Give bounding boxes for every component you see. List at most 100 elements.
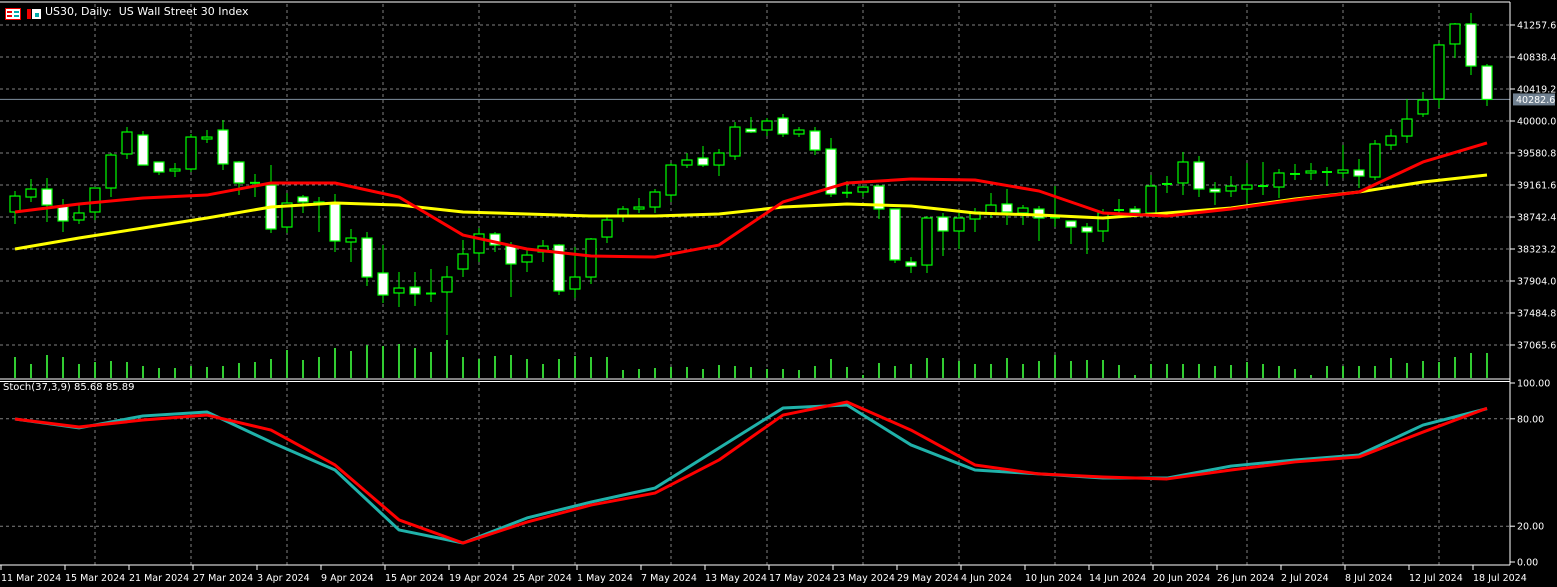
chart-title: US30, Daily: US Wall Street 30 Index [45,5,249,18]
current-price-label: 40282.6 [1516,95,1555,106]
date-tick-label: 17 May 2024 [769,573,831,584]
candle-bearish [57,205,69,222]
date-tick-label: 9 Apr 2024 [321,573,374,584]
candle-bearish [1129,208,1141,214]
date-tick-label: 3 Apr 2024 [257,573,310,584]
stochastic-tick-label: 100.00 [1517,379,1550,390]
candle-bullish [921,217,933,266]
candle-bullish [185,136,197,170]
candle-bullish [681,159,693,166]
candle-bearish [1353,169,1365,177]
candle-bullish [1385,135,1397,146]
candle-bullish [473,233,485,254]
candle-bearish [777,117,789,135]
candle-bearish [1001,203,1013,213]
price-tick-label: 37904.0 [1517,277,1556,288]
candle-bullish [521,254,533,263]
candle-bullish [1305,170,1317,174]
date-tick-label: 15 Mar 2024 [65,573,125,584]
candle-bullish [9,195,21,213]
save-template-icon[interactable] [26,5,42,19]
date-tick-label: 26 Jun 2024 [1217,573,1274,584]
candle-bullish [441,276,453,293]
candle-bullish [665,164,677,196]
candle-bullish [73,212,85,221]
candle-bullish [25,188,37,198]
candle-bullish [345,237,357,243]
date-tick-label: 14 Jun 2024 [1089,573,1146,584]
candle-bearish [553,244,565,292]
price-tick-label: 37484.8 [1517,309,1556,320]
candle-bullish [857,186,869,193]
candle-bullish [601,219,613,238]
candle-bullish [585,238,597,278]
candle-bullish [169,168,181,172]
candle-bullish [1417,99,1429,115]
price-tick-label: 40000.0 [1517,117,1556,128]
date-tick-label: 23 May 2024 [833,573,895,584]
candle-bullish [201,136,213,140]
candle-bearish [361,237,373,278]
candle-bearish [409,286,421,295]
candle-bullish [633,206,645,210]
candle-bearish [697,157,709,166]
candle-bearish [745,128,757,133]
candle-bullish [761,120,773,131]
chart-window-icon[interactable] [5,5,21,20]
candle-bearish [233,161,245,184]
candle-bullish [457,253,469,270]
candle-bearish [937,216,949,232]
date-tick-label: 1 May 2024 [577,573,633,584]
candle-bullish [1225,185,1237,192]
candle-bearish [505,245,517,265]
date-tick-label: 12 Jul 2024 [1409,573,1463,584]
candle-bearish [809,130,821,151]
stochastic-tick-label: 80.00 [1517,414,1544,425]
candle-bearish [1481,65,1493,101]
date-tick-label: 21 Mar 2024 [129,573,189,584]
candle-bullish [1177,161,1189,184]
candle-bearish [137,134,149,166]
candle-bullish [953,217,965,232]
candle-bearish [1081,226,1093,233]
candle-bearish [1193,161,1205,190]
candle-bullish [1401,118,1413,137]
date-tick-label: 11 Mar 2024 [1,573,61,584]
candle-bullish [1241,184,1253,190]
candle-bearish [825,148,837,195]
stochastic-label: Stoch(37,3,9) 85.68 85.89 [3,382,135,393]
price-tick-label: 39580.8 [1517,149,1556,160]
candle-bearish [377,272,389,296]
date-tick-label: 15 Apr 2024 [385,573,444,584]
date-tick-label: 8 Jul 2024 [1345,573,1393,584]
candle-bullish [105,154,117,189]
candle-bearish [329,202,341,242]
date-tick-label: 2 Jul 2024 [1281,573,1329,584]
price-tick-label: 37065.6 [1517,341,1556,352]
date-tick-label: 4 Jun 2024 [961,573,1012,584]
candle-bullish [713,152,725,166]
candle-bullish [121,131,133,155]
candle-bullish [569,276,581,290]
date-tick-label: 20 Jun 2024 [1153,573,1210,584]
date-tick-label: 13 May 2024 [705,573,767,584]
candle-bearish [41,188,53,206]
candle-bullish [1449,23,1461,45]
candle-bullish [793,129,805,135]
date-tick-label: 19 Apr 2024 [449,573,508,584]
price-tick-label: 38323.2 [1517,245,1556,256]
candle-bearish [1209,188,1221,193]
moving-average-fast [14,141,1488,259]
candle-bullish [393,287,405,294]
candle-bearish [873,185,885,210]
stochastic-tick-label: 0.00 [1517,558,1538,569]
date-tick-label: 25 Apr 2024 [513,573,572,584]
price-tick-label: 41257.6 [1517,21,1556,32]
candle-bullish [1433,44,1445,100]
candle-bullish [1097,212,1109,232]
candle-bearish [153,161,165,173]
date-tick-label: 27 Mar 2024 [193,573,253,584]
price-tick-label: 38742.4 [1517,213,1556,224]
